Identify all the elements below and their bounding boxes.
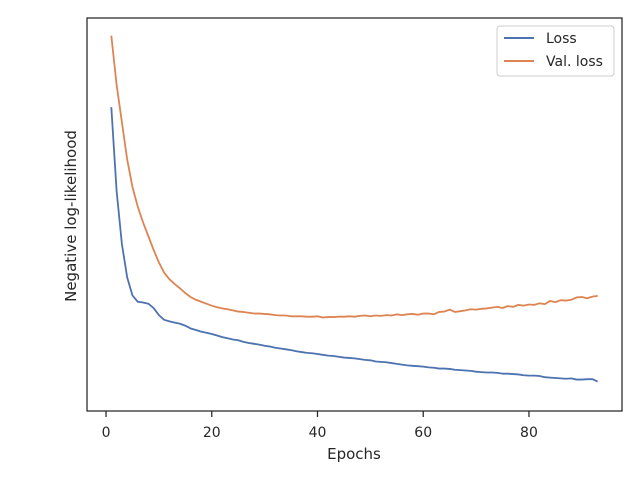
legend-label-val-loss: Val. loss xyxy=(546,54,603,70)
x-tick-label: 20 xyxy=(203,425,221,441)
x-tick-label: 60 xyxy=(414,425,432,441)
x-tick-label: 40 xyxy=(309,425,327,441)
axes-frame xyxy=(86,17,623,412)
series-line-val-loss xyxy=(110,35,598,319)
legend: Loss Val. loss xyxy=(496,25,615,77)
x-axis-label: Epochs xyxy=(327,445,381,463)
legend-label-loss: Loss xyxy=(546,31,577,47)
series-line-loss xyxy=(110,107,599,383)
x-tick-label: 0 xyxy=(102,425,111,441)
plot-area xyxy=(110,35,599,383)
x-tick-label: 80 xyxy=(520,425,538,441)
y-axis-label: Negative log-likelihood xyxy=(62,130,80,302)
x-axis-ticks: 0 20 40 60 80 xyxy=(102,411,538,441)
